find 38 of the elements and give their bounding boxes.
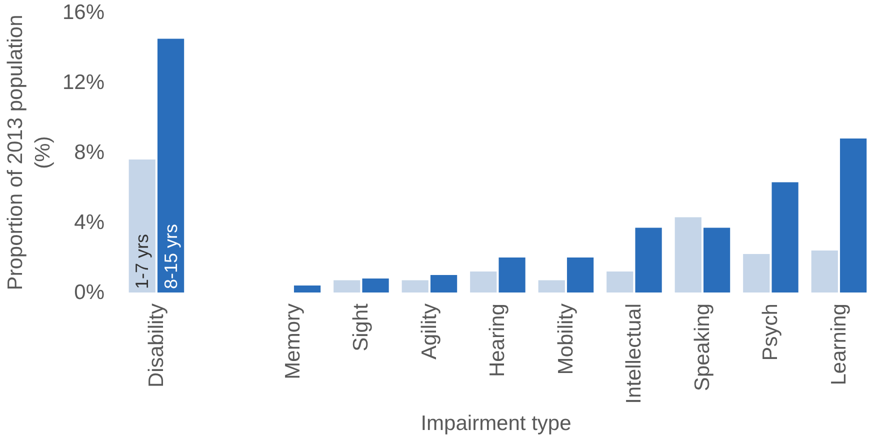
bar bbox=[402, 280, 428, 292]
bar bbox=[566, 258, 594, 292]
series-label: 1-7 yrs bbox=[132, 234, 152, 289]
bar bbox=[294, 286, 321, 292]
x-tick-label: Learning bbox=[827, 304, 850, 386]
x-tick-label: Hearing bbox=[486, 303, 510, 378]
bar bbox=[743, 254, 770, 292]
bar bbox=[128, 160, 156, 292]
x-tick-label: Disability bbox=[144, 303, 168, 388]
y-tick-label: 4% bbox=[74, 211, 105, 234]
bar bbox=[674, 217, 702, 292]
bar bbox=[470, 272, 497, 292]
bar bbox=[840, 138, 867, 292]
bar bbox=[538, 280, 565, 292]
bar bbox=[772, 182, 798, 292]
x-axis-title: Impairment type bbox=[420, 412, 572, 435]
bar bbox=[635, 228, 662, 292]
y-tick-label: 16% bbox=[62, 1, 104, 24]
y-tick-label: 12% bbox=[62, 71, 104, 94]
y-axis-title: Proportion of 2013 population (%) bbox=[4, 14, 54, 290]
bar bbox=[157, 38, 184, 292]
x-tick-label: Mobility bbox=[554, 303, 578, 375]
bar bbox=[811, 250, 838, 292]
x-tick-label: Sight bbox=[350, 303, 373, 352]
bar bbox=[606, 272, 634, 292]
x-tick-label: Agility bbox=[418, 303, 441, 360]
x-tick-label: Psych bbox=[759, 304, 782, 361]
bar bbox=[430, 275, 458, 292]
bar bbox=[362, 278, 389, 292]
bar bbox=[334, 280, 360, 292]
y-tick-label: 8% bbox=[74, 141, 105, 164]
series-label: 8-15 yrs bbox=[160, 224, 181, 289]
x-tick-label: Intellectual bbox=[622, 303, 646, 404]
bar bbox=[703, 228, 730, 292]
y-tick-label: 0% bbox=[74, 281, 105, 304]
bar bbox=[498, 258, 526, 292]
x-tick-label: Speaking bbox=[690, 303, 714, 392]
x-tick-label: Memory bbox=[281, 303, 304, 380]
